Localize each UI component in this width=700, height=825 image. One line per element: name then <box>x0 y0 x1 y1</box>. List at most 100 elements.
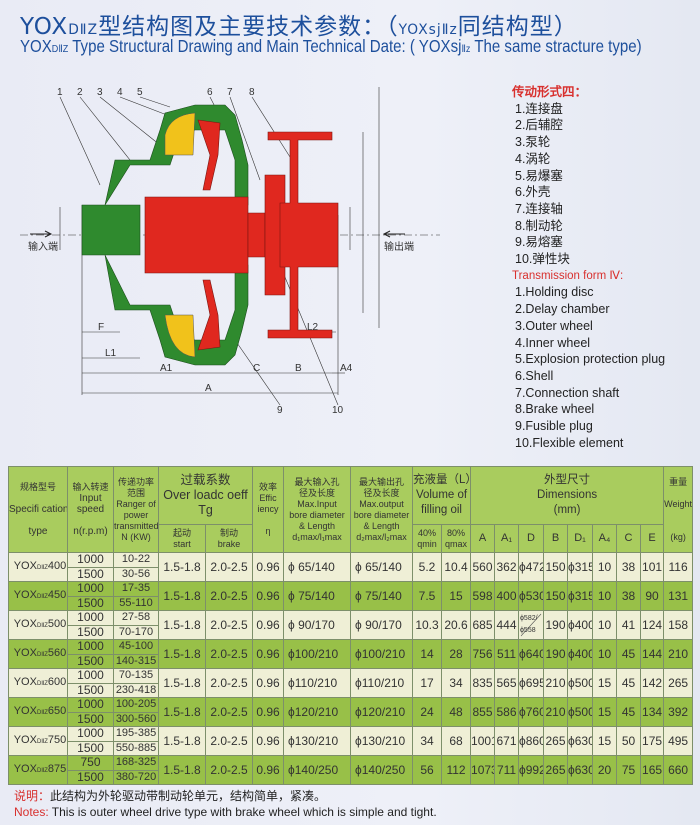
dim-B: B <box>295 363 302 374</box>
legend-item: 6.外壳 <box>515 185 551 200</box>
title-en-suffix: The same stracture type) <box>470 36 642 56</box>
cell-D: ϕ530 <box>518 581 545 611</box>
spec-prefix: YOX <box>13 733 37 746</box>
cell-weight: 392 <box>663 697 694 727</box>
cell-start: 1.5-1.8 <box>158 755 206 785</box>
output-end-label: 输出端 <box>384 240 414 253</box>
cell-qmin: 14 <box>412 639 443 669</box>
cell-brake: 2.0-2.5 <box>204 697 254 727</box>
dim-F: F <box>98 322 104 333</box>
spec-size: 600 <box>47 675 67 688</box>
cell-qmax: 34 <box>441 668 472 698</box>
page-title-cn: YOXDⅡZ型结构图及主要技术参数：（YOXsjⅡz同结构型） <box>20 7 578 41</box>
cell-start: 1.5-1.8 <box>158 697 206 727</box>
table-row: 1500 380-720 <box>9 769 693 785</box>
oil-chambers <box>164 112 196 358</box>
cell-D1: ϕ315 <box>567 552 594 582</box>
part-label-3: 3 <box>97 87 103 98</box>
cell-out-bore: ϕ 65/140 <box>350 552 414 582</box>
cell-B: 210 <box>543 668 569 698</box>
cell-out-bore: ϕ140/250 <box>350 755 414 785</box>
cell-C: 45 <box>616 697 642 727</box>
cell-A1: 511 <box>494 639 520 669</box>
cell-qmin: 7.5 <box>412 581 443 611</box>
cell-D: ϕ472 <box>518 552 545 582</box>
cell-B: 190 <box>543 639 569 669</box>
cell-D1: ϕ630 <box>567 755 594 785</box>
cell-brake: 2.0-2.5 <box>204 755 254 785</box>
table-row: 1500 55-110 <box>9 595 693 611</box>
table-row: YOXDⅡZ500 1000 27-58 1.5-1.8 2.0-2.5 0.96 ϕ 90… <box>8 610 694 640</box>
dim-L2: L2 <box>307 322 319 333</box>
legend-item: 2.Delay chamber <box>515 302 610 317</box>
cell-in-bore: ϕ 75/140 <box>283 581 352 611</box>
page-title-en: YOXDⅡZ Type Structural Drawing and Main … <box>20 36 642 57</box>
notes-text-cn: 此结构为外轮驱动带制动轮单元，结构简单，紧凑。 <box>50 789 327 803</box>
cell-A4: 10 <box>592 581 618 611</box>
cell-start: 1.5-1.8 <box>158 668 206 698</box>
table-row: 1500 30-56 <box>9 566 693 582</box>
legend-item: 8.Brake wheel <box>515 402 595 417</box>
input-speed: 1500 <box>67 566 114 582</box>
legend-item: 5.Explosion protection plug <box>515 352 666 367</box>
cell-eff: 0.96 <box>252 610 285 640</box>
cell-A1: 711 <box>494 755 520 785</box>
legend-item: 3.泵轮 <box>515 135 551 150</box>
spec-size: 400 <box>47 559 67 572</box>
cell-out-bore: ϕ 90/170 <box>350 610 414 640</box>
cell-A1: 565 <box>494 668 520 698</box>
cell-E: 134 <box>640 697 665 727</box>
cell-in-bore: ϕ 65/140 <box>283 552 352 582</box>
cell-D: ϕ640 <box>518 639 545 669</box>
header-dim-1: A₁ <box>494 524 520 553</box>
header-brake: 制动 brake <box>204 524 254 553</box>
cell-E: 144 <box>640 639 665 669</box>
legend-item: 2.后辅腔 <box>515 118 563 133</box>
header-weight: 重量 Weight (kg) <box>663 466 694 553</box>
table-row: YOXDⅡZ450 1000 17-35 1.5-1.8 2.0-2.5 0.96 ϕ 75… <box>8 581 694 611</box>
cell-D1: ϕ400 <box>567 610 594 640</box>
cell-out-bore: ϕ100/210 <box>350 639 414 669</box>
header-spec: 规格型号 Specifi cation type <box>8 466 68 553</box>
spec-type: YOXDⅡZ400 <box>8 552 68 582</box>
cell-brake: 2.0-2.5 <box>204 581 254 611</box>
cell-start: 1.5-1.8 <box>158 581 206 611</box>
cell-qmax: 112 <box>441 755 472 785</box>
cell-weight: 265 <box>663 668 694 698</box>
dim-A1: A1 <box>160 363 173 374</box>
cell-A4: 20 <box>592 755 618 785</box>
spec-sub: DⅡZ <box>36 680 48 687</box>
cell-brake: 2.0-2.5 <box>204 726 254 756</box>
spec-sub: DⅡZ <box>36 593 48 600</box>
table-row: 1500 140-315 <box>9 653 693 669</box>
cell-brake: 2.0-2.5 <box>204 668 254 698</box>
part-label-8: 8 <box>249 87 255 98</box>
cell-qmin: 56 <box>412 755 443 785</box>
cell-weight: 131 <box>663 581 694 611</box>
technical-parameters-table: 规格型号 Specifi cation type 输入转速 Input speed n(r… <box>8 466 694 785</box>
cell-A: 1073 <box>470 755 496 785</box>
cell-B: 190 <box>543 610 569 640</box>
cell-B: 150 <box>543 552 569 582</box>
part-label-6: 6 <box>207 87 213 98</box>
power-range: 27-58 <box>113 610 159 626</box>
cell-qmax: 20.6 <box>441 610 472 640</box>
spec-prefix: YOX <box>13 646 37 659</box>
cell-B: 265 <box>543 726 569 756</box>
cell-qmin: 17 <box>412 668 443 698</box>
title-en-sub: DⅡZ <box>51 43 69 55</box>
cell-in-bore: ϕ120/210 <box>283 697 352 727</box>
power-range: 550-885 <box>113 740 159 756</box>
header-overload: 过载系数 Over loadc oeff Tg <box>157 466 254 525</box>
spec-sub: DⅡZ <box>36 651 48 658</box>
input-end-label: 输入端 <box>28 240 58 253</box>
part-label-7: 7 <box>227 87 233 98</box>
cell-eff: 0.96 <box>252 639 285 669</box>
input-speed: 1000 <box>67 726 114 742</box>
spec-size: 450 <box>47 588 67 601</box>
cell-D1: ϕ400 <box>567 639 594 669</box>
cell-qmax: 15 <box>441 581 472 611</box>
cell-brake: 2.0-2.5 <box>204 639 254 669</box>
cell-weight: 210 <box>663 639 694 669</box>
